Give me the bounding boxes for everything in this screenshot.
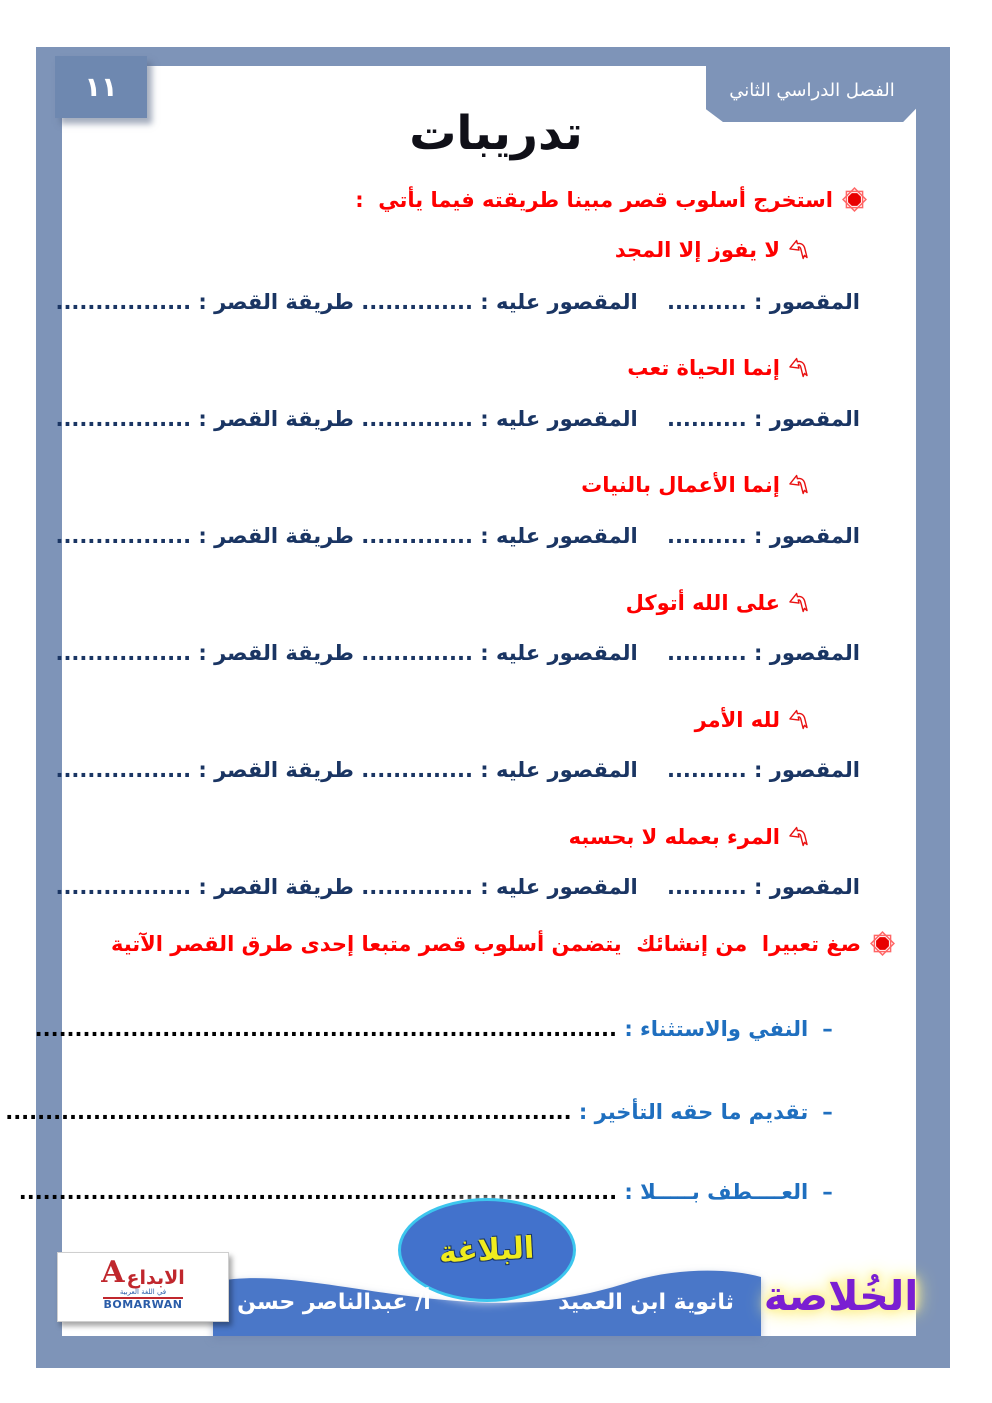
pointer-arrow-icon	[788, 356, 812, 380]
method-label: العــــطف بـــــلا :	[617, 1180, 809, 1204]
subject-badge-label: البلاغة	[438, 1230, 536, 1270]
exercise-phrase: المرء بعمله لا بحسبه	[568, 825, 780, 849]
fill-in-dots: ........................................…	[5, 1100, 572, 1124]
method-item: –النفي والاستثناء : ....................…	[35, 993, 862, 1065]
pointer-arrow-icon	[788, 708, 812, 732]
footer-banner	[213, 1266, 761, 1336]
exercise-phrase: إنما الحياة تعب	[627, 356, 780, 380]
exercise-phrase-row: لله الأمر	[695, 708, 812, 732]
publisher-tagline: في اللغة العربية	[119, 1288, 167, 1296]
publisher-logo: الابداع A في اللغة العربية BOMARWAN	[57, 1252, 229, 1322]
teacher-name: أ/ عبدالناصر حسن	[237, 1290, 431, 1315]
exercise-phrase-row: إنما الحياة تعب	[627, 356, 812, 380]
subject-badge: البلاغة	[398, 1198, 576, 1302]
star-bullet-icon	[869, 930, 896, 957]
publisher-name-arabic: الابداع	[126, 1267, 185, 1289]
exercise-phrase: لا يفوز إلا المجد	[614, 238, 780, 262]
semester-tab: الفصل الدراسي الثاني	[706, 58, 918, 122]
publisher-letter-mark: A	[101, 1255, 125, 1290]
task2-instruction: صغ تعبيرا من إنشائك يتضمن أسلوب قصر متبع…	[110, 931, 861, 956]
pointer-arrow-icon	[788, 825, 812, 849]
publisher-logo-top: الابداع A	[101, 1258, 185, 1289]
school-name: ثانوية ابن العميد	[558, 1290, 734, 1315]
page-title: تدريبات	[409, 106, 583, 161]
publisher-name-english: BOMARWAN	[103, 1297, 183, 1311]
method-label: تقديم ما حقه التأخير :	[571, 1100, 809, 1124]
method-item: –تقديم ما حقه التأخير : ................…	[5, 1076, 862, 1148]
pointer-arrow-icon	[788, 238, 812, 262]
exercise-phrase-row: على الله أتوكل	[626, 591, 812, 615]
answer-line: المقصور : .......... المقصور عليه : ....…	[55, 641, 860, 665]
page-border-frame	[36, 47, 950, 1368]
exercise-phrase: لله الأمر	[694, 708, 780, 732]
exercise-phrase: إنما الأعمال بالنيات	[581, 473, 780, 497]
star-bullet-icon	[841, 186, 868, 213]
page-number: ١١	[84, 71, 118, 103]
dash-bullet: –	[822, 1017, 833, 1041]
pointer-arrow-icon	[788, 591, 812, 615]
dash-bullet: –	[822, 1100, 833, 1124]
task2-instruction-row: صغ تعبيرا من إنشائك يتضمن أسلوب قصر متبع…	[111, 930, 896, 957]
answer-line: المقصور : .......... المقصور عليه : ....…	[55, 290, 860, 314]
semester-tab-label: الفصل الدراسي الثاني	[729, 79, 895, 101]
answer-line: المقصور : .......... المقصور عليه : ....…	[55, 758, 860, 782]
task1-instruction-row: استخرج أسلوب قصر مبينا طريقته فيما يأتي …	[355, 186, 868, 213]
method-label: النفي والاستثناء :	[617, 1017, 809, 1041]
answer-line: المقصور : .......... المقصور عليه : ....…	[55, 524, 860, 548]
answer-line: المقصور : .......... المقصور عليه : ....…	[55, 407, 860, 431]
answer-line: المقصور : .......... المقصور عليه : ....…	[55, 875, 860, 899]
series-brand-logo: الخُلاصة	[763, 1272, 919, 1320]
fill-in-dots: ........................................…	[18, 1180, 618, 1204]
page-number-box: ١١	[55, 56, 147, 118]
exercise-phrase-row: المرء بعمله لا بحسبه	[569, 825, 812, 849]
fill-in-dots: ........................................…	[34, 1017, 618, 1041]
exercise-phrase-row: لا يفوز إلا المجد	[615, 238, 812, 262]
exercise-phrase: على الله أتوكل	[625, 591, 780, 615]
dash-bullet: –	[822, 1180, 833, 1204]
exercise-phrase-row: إنما الأعمال بالنيات	[581, 473, 812, 497]
pointer-arrow-icon	[788, 473, 812, 497]
task1-instruction: استخرج أسلوب قصر مبينا طريقته فيما يأتي …	[355, 187, 833, 212]
